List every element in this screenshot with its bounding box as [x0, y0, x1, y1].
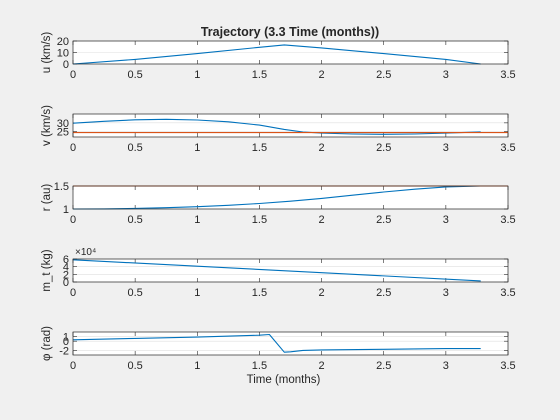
y-tick-label: 25 — [57, 127, 69, 139]
x-tick-label: 1 — [194, 69, 200, 81]
x-tick-label: 0.5 — [127, 287, 142, 299]
x-tick-label: 3 — [443, 360, 449, 372]
x-tick-label: 3.5 — [500, 214, 515, 226]
x-tick-label: 0 — [70, 142, 76, 154]
x-tick-label: 0.5 — [127, 214, 142, 226]
x-tick-label: 0 — [70, 69, 76, 81]
x-tick-label: 0.5 — [127, 142, 142, 154]
x-tick-label: 3 — [443, 287, 449, 299]
x-tick-label: 1.5 — [252, 69, 267, 81]
y-tick-label: 30 — [57, 118, 69, 130]
x-tick-label: 3.5 — [500, 287, 515, 299]
x-tick-label: 1 — [194, 142, 200, 154]
x-tick-label: 3 — [443, 142, 449, 154]
axes-box — [72, 40, 509, 65]
x-tick-label: 0 — [70, 360, 76, 372]
series-line-1 — [72, 118, 481, 135]
x-tick-label: 2 — [319, 142, 325, 154]
series-line-1 — [72, 185, 481, 210]
axes-box — [72, 185, 509, 210]
x-tick-label: 1 — [194, 214, 200, 226]
y-tick-label: 0 — [63, 336, 69, 348]
axes-box — [72, 258, 509, 283]
y-axis-label: r (au) — [41, 184, 53, 212]
x-axis-label: Time (months) — [247, 374, 321, 386]
y-tick-label: 20 — [57, 36, 69, 48]
plot-area — [73, 186, 508, 209]
x-tick-label: 2.5 — [376, 69, 391, 81]
y-tick-label: 0 — [63, 59, 69, 71]
x-tick-label: 3.5 — [500, 69, 515, 81]
figure-title: Trajectory (3.3 Time (months)) — [201, 25, 379, 39]
x-tick-label: 1.5 — [252, 142, 267, 154]
y-exponent-label: ×10⁴ — [75, 247, 96, 258]
y-tick-label: 10 — [57, 48, 69, 60]
x-tick-label: 0.5 — [127, 69, 142, 81]
x-tick-label: 3.5 — [500, 142, 515, 154]
y-tick-label: 2 — [63, 269, 69, 281]
y-axis-label: φ (rad) — [41, 326, 53, 361]
axes-box — [72, 331, 509, 356]
x-tick-label: 3.5 — [500, 360, 515, 372]
x-tick-label: 1.5 — [252, 360, 267, 372]
x-tick-label: 2 — [319, 69, 325, 81]
x-tick-label: 2 — [319, 287, 325, 299]
y-tick-label: -2 — [59, 345, 69, 357]
axes-box — [72, 113, 509, 138]
series-line-1 — [72, 44, 481, 65]
y-tick-label: 0 — [63, 277, 69, 289]
x-tick-label: 1.5 — [252, 214, 267, 226]
y-tick-label: 1.5 — [54, 181, 69, 193]
y-tick-label: 6 — [63, 254, 69, 266]
series-line-1 — [72, 333, 481, 353]
y-tick-label: 4 — [63, 262, 69, 274]
x-tick-label: 2.5 — [376, 360, 391, 372]
y-axis-label: v (km/s) — [41, 105, 53, 146]
x-tick-label: 3 — [443, 214, 449, 226]
x-tick-label: 2 — [319, 214, 325, 226]
y-axis-label: u (km/s) — [41, 32, 53, 74]
y-tick-label: 1 — [63, 204, 69, 216]
x-tick-label: 0 — [70, 214, 76, 226]
x-tick-label: 0.5 — [127, 360, 142, 372]
x-tick-label: 2.5 — [376, 142, 391, 154]
y-tick-label: 1 — [63, 332, 69, 344]
x-tick-label: 3 — [443, 69, 449, 81]
x-tick-label: 1.5 — [252, 287, 267, 299]
subplot-3: 1 1.5 0 0.5 1 1.5 2 2.5 3 3.5 r (au) — [41, 181, 516, 226]
x-tick-label: 2.5 — [376, 287, 391, 299]
x-tick-label: 2.5 — [376, 214, 391, 226]
x-tick-label: 1 — [194, 287, 200, 299]
series-line-1 — [72, 259, 481, 282]
x-tick-label: 0 — [70, 287, 76, 299]
x-tick-label: 1 — [194, 360, 200, 372]
x-tick-label: 2 — [319, 360, 325, 372]
y-axis-label: m_t (kg) — [41, 249, 53, 291]
